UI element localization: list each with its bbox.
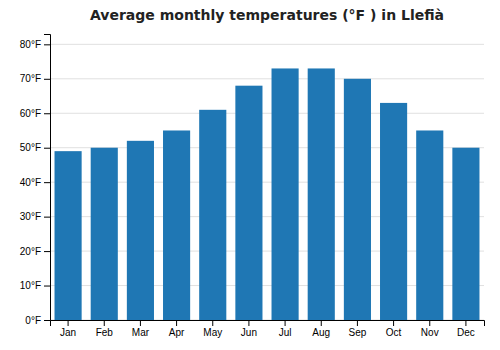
- plot: 0°F 10°F 20°F 30°F 40°F 50°F 60°F 70°F 80°F Jan Fe…: [20, 35, 485, 339]
- tick: 60°F: [20, 108, 50, 119]
- tick-label: Jun: [241, 327, 257, 338]
- bar: [235, 86, 262, 320]
- title: Average monthly temperatures (°F ) in Ll…: [90, 7, 444, 23]
- tick-mark: [44, 286, 50, 287]
- tick-label: 50°F: [20, 142, 41, 153]
- tick-label: Dec: [457, 327, 475, 338]
- bar: [272, 68, 299, 320]
- bar: [127, 141, 154, 320]
- tick: Jun: [241, 320, 257, 338]
- tick: 40°F: [20, 177, 50, 188]
- grid-line: [50, 78, 484, 79]
- tick-label: Aug: [312, 327, 330, 338]
- tick-label: 20°F: [20, 246, 41, 257]
- tick-label: May: [203, 327, 222, 338]
- tick: Sep: [349, 320, 367, 338]
- bar: [416, 130, 443, 320]
- tick: 70°F: [20, 73, 50, 84]
- tick-label: 30°F: [20, 211, 41, 222]
- tick: May: [203, 320, 222, 338]
- tick-mark: [44, 113, 50, 114]
- bar: [55, 151, 82, 320]
- tick: Nov: [421, 320, 439, 338]
- tick-mark: [393, 320, 394, 326]
- tick-label: Mar: [132, 327, 150, 338]
- tick-mark: [44, 217, 50, 218]
- bar: [380, 103, 407, 320]
- tick: Aug: [312, 320, 330, 338]
- chart: 0°F 10°F 20°F 30°F 40°F 50°F 60°F 70°F 80°F Jan Fe…: [0, 0, 500, 350]
- tick-label: 60°F: [20, 108, 41, 119]
- tick-label: 0°F: [25, 315, 41, 326]
- tick-mark: [68, 320, 69, 326]
- tick-mark: [212, 320, 213, 326]
- tick-mark: [285, 320, 286, 326]
- x-axis: Jan Feb Mar Apr May Jun Jul Aug Sep Oct Nov Dec: [51, 320, 485, 338]
- tick-mark: [140, 320, 141, 326]
- tick-mark: [44, 148, 50, 149]
- tick-mark: [104, 320, 105, 326]
- tick-mark: [465, 320, 466, 326]
- tick: Oct: [386, 320, 402, 338]
- axis-line: [44, 35, 51, 321]
- bar: [199, 110, 226, 320]
- tick-label: 70°F: [20, 73, 41, 84]
- tick-label: 80°F: [20, 39, 41, 50]
- grid-line: [50, 113, 484, 114]
- tick: Jul: [279, 320, 292, 338]
- tick: Jan: [60, 320, 76, 338]
- tick-label: Nov: [421, 327, 439, 338]
- tick: 10°F: [20, 280, 50, 291]
- tick-mark: [44, 182, 50, 183]
- tick: Apr: [169, 320, 185, 338]
- tick-label: 40°F: [20, 177, 41, 188]
- tick-mark: [357, 320, 358, 326]
- bar: [452, 148, 479, 320]
- tick-mark: [44, 320, 50, 321]
- tick-label: Jan: [60, 327, 76, 338]
- tick-label: Apr: [169, 327, 185, 338]
- grid: [50, 44, 484, 320]
- tick: 20°F: [20, 246, 50, 257]
- tick-mark: [44, 44, 50, 45]
- tick: Mar: [132, 320, 150, 338]
- tick-mark: [176, 320, 177, 326]
- tick: 80°F: [20, 39, 50, 50]
- tick-mark: [44, 251, 50, 252]
- tick-mark: [248, 320, 249, 326]
- tick: Feb: [96, 320, 114, 338]
- tick-label: Sep: [349, 327, 367, 338]
- bar: [163, 130, 190, 320]
- tick-mark: [321, 320, 322, 326]
- tick: 0°F: [25, 315, 50, 326]
- bar: [91, 148, 118, 320]
- bars: [55, 68, 480, 320]
- tick-mark: [44, 79, 50, 80]
- axis-line: [51, 321, 485, 327]
- bar: [344, 79, 371, 320]
- bar: [308, 68, 335, 320]
- tick-label: 10°F: [20, 280, 41, 291]
- tick-label: Jul: [279, 327, 292, 338]
- y-axis: 0°F 10°F 20°F 30°F 40°F 50°F 60°F 70°F 80°F: [20, 35, 51, 326]
- tick-label: Feb: [96, 327, 114, 338]
- tick-mark: [429, 320, 430, 326]
- tick: 50°F: [20, 142, 50, 153]
- tick: 30°F: [20, 211, 50, 222]
- tick: Dec: [457, 320, 475, 338]
- grid-line: [50, 44, 484, 45]
- tick-label: Oct: [386, 327, 402, 338]
